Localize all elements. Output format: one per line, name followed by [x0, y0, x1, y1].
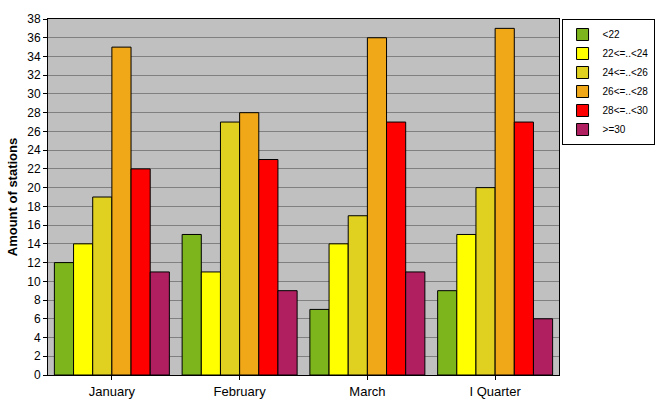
svg-text:38: 38	[27, 12, 41, 26]
svg-text:Amount of stations: Amount of stations	[5, 138, 20, 256]
svg-text:34: 34	[27, 50, 41, 64]
svg-text:32: 32	[27, 68, 41, 82]
svg-text:18: 18	[27, 200, 41, 214]
svg-text:6: 6	[34, 312, 41, 326]
svg-text:26<=..<28: 26<=..<28	[603, 86, 649, 97]
svg-text:24: 24	[27, 143, 41, 157]
svg-text:February: February	[214, 384, 267, 399]
svg-text:22: 22	[27, 162, 41, 176]
svg-text:4: 4	[34, 331, 41, 345]
svg-text:10: 10	[27, 275, 41, 289]
svg-text:<22: <22	[603, 29, 620, 40]
svg-text:8: 8	[34, 293, 41, 307]
svg-text:0: 0	[34, 368, 41, 382]
svg-text:24<=..<26: 24<=..<26	[603, 67, 649, 78]
svg-text:28: 28	[27, 106, 41, 120]
svg-text:March: March	[349, 384, 385, 399]
svg-text:22<=..<24: 22<=..<24	[603, 48, 649, 59]
svg-text:20: 20	[27, 181, 41, 195]
svg-text:36: 36	[27, 31, 41, 45]
svg-text:14: 14	[27, 237, 41, 251]
svg-text:2: 2	[34, 349, 41, 363]
svg-text:16: 16	[27, 218, 41, 232]
svg-text:26: 26	[27, 125, 41, 139]
svg-text:28<=..<30: 28<=..<30	[603, 105, 649, 116]
svg-text:12: 12	[27, 256, 41, 270]
svg-text:30: 30	[27, 87, 41, 101]
svg-text:I Quarter: I Quarter	[469, 384, 521, 399]
svg-text:January: January	[89, 384, 136, 399]
svg-text:>=30: >=30	[603, 124, 626, 135]
